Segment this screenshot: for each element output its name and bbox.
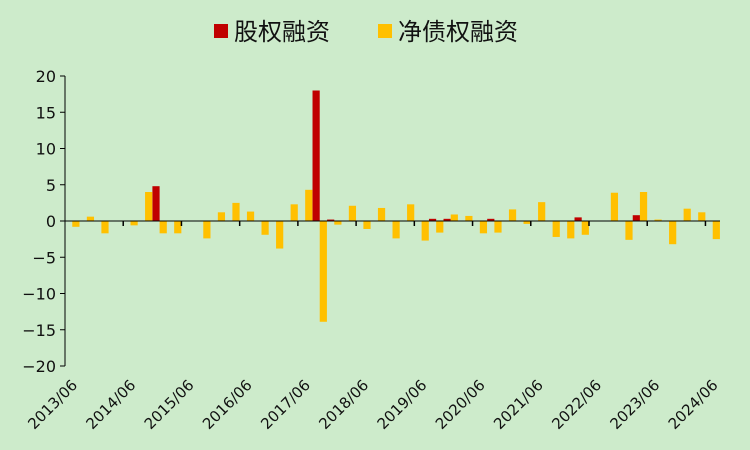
bar-net-debt bbox=[232, 202, 240, 222]
bar-net-debt bbox=[538, 202, 546, 221]
bar-net-debt bbox=[639, 192, 648, 221]
bar-net-debt bbox=[407, 204, 415, 221]
y-tick-label: 10 bbox=[36, 140, 56, 159]
bar-equity bbox=[428, 218, 437, 221]
y-tick-label: −20 bbox=[22, 357, 56, 376]
bar-net-debt bbox=[174, 221, 182, 234]
y-tick-label: 0 bbox=[46, 212, 56, 231]
y-tick-label: −5 bbox=[32, 248, 56, 267]
x-tick-label: 2020/06 bbox=[432, 376, 489, 433]
bar-equity bbox=[443, 218, 451, 221]
bar-net-debt bbox=[217, 212, 226, 221]
x-tick-label: 2017/06 bbox=[257, 376, 314, 433]
y-tick-label: 5 bbox=[46, 176, 56, 195]
bar-net-debt bbox=[246, 211, 255, 221]
y-axis: 20 15 10 5 0 −5 −10 −15 −20 bbox=[22, 67, 66, 376]
bar-net-debt bbox=[436, 221, 444, 233]
bar-equity bbox=[327, 219, 335, 221]
bar-net-debt bbox=[465, 215, 473, 221]
x-tick-label: 2022/06 bbox=[548, 376, 605, 433]
bar-net-debt bbox=[508, 209, 517, 221]
bar-equity bbox=[152, 186, 160, 221]
bar-net-debt bbox=[72, 221, 80, 227]
bars-group bbox=[65, 90, 720, 322]
bar-net-debt bbox=[479, 221, 488, 234]
bar-net-debt bbox=[625, 221, 633, 240]
bar-net-debt bbox=[334, 221, 342, 225]
bar-net-debt bbox=[712, 221, 720, 240]
bar-net-debt bbox=[683, 208, 691, 221]
y-tick-label: 20 bbox=[36, 67, 56, 86]
bar-net-debt bbox=[145, 192, 153, 221]
legend-label-net-debt: 净债权融资 bbox=[398, 18, 518, 46]
bar-net-debt bbox=[552, 221, 560, 237]
bar-net-debt bbox=[669, 221, 677, 245]
bar-net-debt bbox=[290, 204, 298, 221]
x-tick-label: 2015/06 bbox=[141, 376, 198, 433]
bar-equity bbox=[632, 215, 640, 221]
bar-net-debt bbox=[363, 221, 371, 229]
bar-net-debt bbox=[377, 207, 386, 221]
y-tick-label: 15 bbox=[36, 103, 56, 122]
bar-net-debt bbox=[610, 192, 619, 221]
bar-net-debt bbox=[348, 205, 357, 221]
x-tick-label: 2023/06 bbox=[607, 376, 664, 433]
x-tick-label: 2024/06 bbox=[665, 376, 722, 433]
x-tick-label: 2016/06 bbox=[199, 376, 256, 433]
bar-net-debt bbox=[392, 221, 400, 239]
bar-equity bbox=[487, 218, 495, 221]
bar-net-debt bbox=[654, 219, 662, 221]
bar-net-debt bbox=[86, 216, 95, 221]
bar-net-debt bbox=[523, 221, 531, 224]
bar-net-debt bbox=[319, 221, 327, 322]
x-tick-label: 2018/06 bbox=[315, 376, 372, 433]
bar-net-debt bbox=[261, 221, 269, 235]
bar-net-debt bbox=[276, 221, 284, 249]
x-tick-label: 2013/06 bbox=[24, 376, 81, 433]
bar-net-debt bbox=[305, 189, 313, 221]
legend: 股权融资 净债权融资 bbox=[214, 18, 518, 46]
bar-equity bbox=[574, 217, 582, 222]
bar-net-debt bbox=[101, 221, 109, 234]
bar-net-debt bbox=[494, 221, 502, 233]
x-axis: 2013/06 2014/06 2015/06 2016/06 2017/06 2018/… bbox=[24, 220, 722, 433]
y-tick-label: −15 bbox=[22, 321, 56, 340]
x-tick-label: 2014/06 bbox=[83, 376, 140, 433]
bar-net-debt bbox=[567, 221, 575, 239]
y-tick-label: −10 bbox=[22, 285, 56, 304]
bar-net-debt bbox=[450, 214, 458, 221]
bar-equity bbox=[312, 90, 320, 221]
bar-net-debt bbox=[159, 221, 167, 234]
bar-net-debt bbox=[581, 221, 589, 235]
bar-net-debt bbox=[130, 221, 138, 226]
x-tick-label: 2021/06 bbox=[490, 376, 547, 433]
x-tick-label: 2019/06 bbox=[374, 376, 431, 433]
legend-label-equity: 股权融资 bbox=[234, 18, 330, 46]
bar-net-debt bbox=[203, 221, 211, 239]
bar-net-debt bbox=[421, 221, 429, 241]
bar-net-debt bbox=[698, 212, 706, 221]
legend-swatch-equity bbox=[214, 24, 228, 38]
legend-swatch-net-debt bbox=[378, 24, 392, 38]
